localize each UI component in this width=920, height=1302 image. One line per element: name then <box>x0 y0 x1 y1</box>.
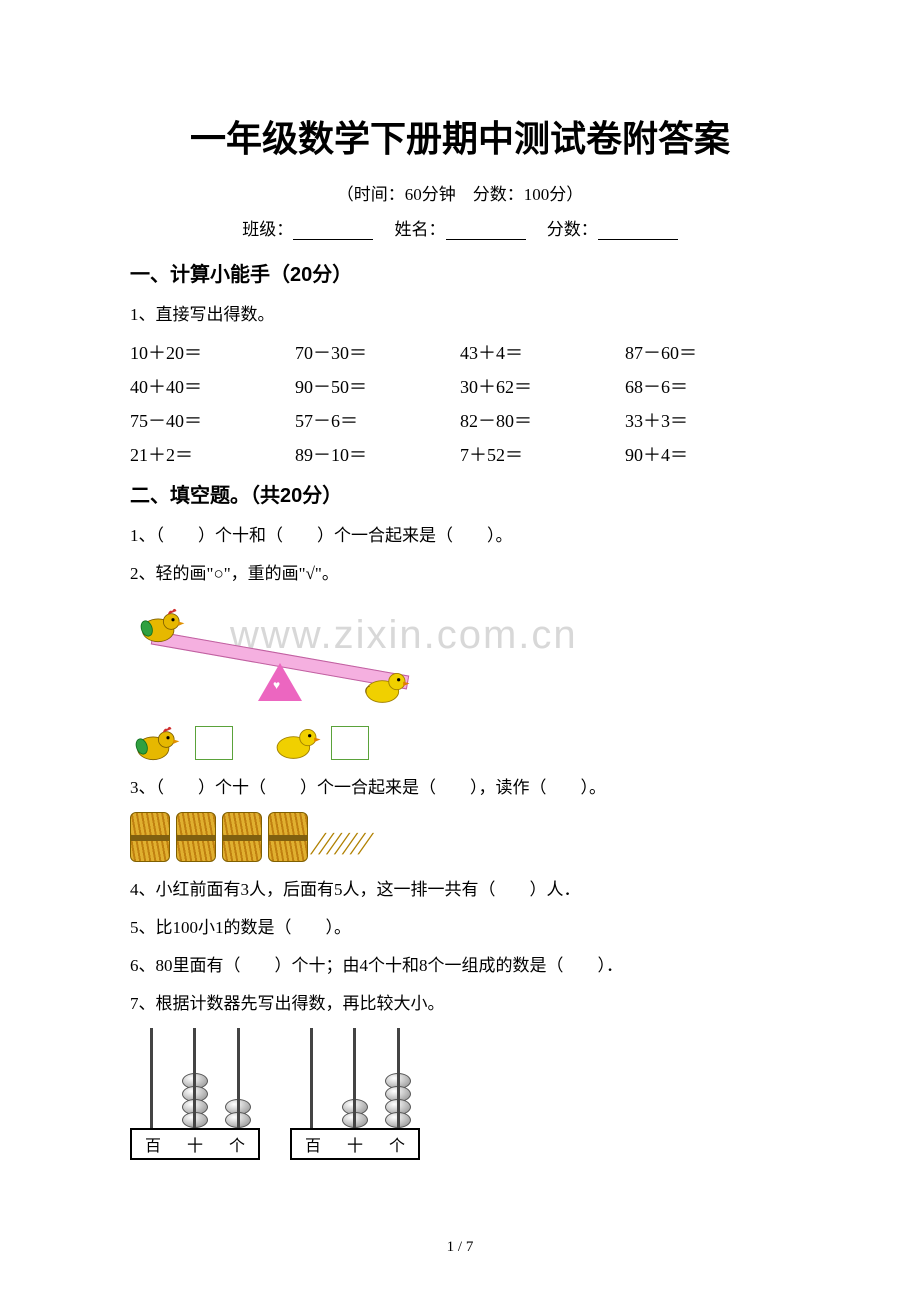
section2-q7: 7、根据计数器先写出得数，再比较大小。 <box>130 990 790 1018</box>
stick-bundle <box>130 812 170 862</box>
abacus-base: 百 十 个 <box>130 1128 260 1160</box>
calc-cell: 10＋20＝ <box>130 339 295 365</box>
calc-cell: 82－80＝ <box>460 407 625 433</box>
answer-box-duck <box>331 726 369 760</box>
class-label: 班级： <box>242 220 293 239</box>
abacus-rod-hundreds <box>138 1028 166 1128</box>
page-title: 一年级数学下册期中测试卷附答案 <box>130 110 790 162</box>
abacus-row: 百 十 个 百 十 个 <box>130 1028 790 1160</box>
answer-box-chicken <box>195 726 233 760</box>
abacus-rod-ones <box>224 1028 252 1128</box>
section2-q5: 5、比100小1的数是（ ）。 <box>130 914 790 942</box>
duck-icon <box>273 724 321 762</box>
calc-cell: 57－6＝ <box>295 407 460 433</box>
abacus-label: 百 <box>145 1132 161 1156</box>
calc-cell: 30＋62＝ <box>460 373 625 399</box>
calc-cell: 43＋4＝ <box>460 339 625 365</box>
abacus-rod-ones <box>384 1028 412 1128</box>
calc-cell: 33＋3＝ <box>625 407 790 433</box>
section2-q6: 6、80里面有（ ）个十；由4个十和8个一组成的数是（ ）． <box>130 952 790 980</box>
calc-cell: 68－6＝ <box>625 373 790 399</box>
calc-grid: 10＋20＝ 70－30＝ 43＋4＝ 87－60＝ 40＋40＝ 90－50＝… <box>130 339 790 467</box>
calc-cell: 21＋2＝ <box>130 441 295 467</box>
calc-cell: 40＋40＝ <box>130 373 295 399</box>
name-label: 姓名： <box>395 220 446 239</box>
abacus-label: 十 <box>347 1132 363 1156</box>
abacus-rod-tens <box>181 1028 209 1128</box>
calc-cell: 90＋4＝ <box>625 441 790 467</box>
section2-q1: 1、（ ）个十和（ ）个一合起来是（ ）。 <box>130 522 790 550</box>
sticks-illustration: /////// <box>130 812 790 862</box>
calc-cell: 89－10＝ <box>295 441 460 467</box>
stick-bundle <box>268 812 308 862</box>
stick-bundle <box>222 812 262 862</box>
calc-cell: 75－40＝ <box>130 407 295 433</box>
section2-q4: 4、小红前面有3人，后面有5人，这一排一共有（ ）人． <box>130 876 790 904</box>
calc-cell: 87－60＝ <box>625 339 790 365</box>
chicken-icon <box>135 604 190 646</box>
abacus-label: 百 <box>305 1132 321 1156</box>
calc-cell: 7＋52＝ <box>460 441 625 467</box>
subtitle: （时间：60分钟 分数：100分） <box>130 180 790 205</box>
student-form-line: 班级： 姓名： 分数： <box>130 215 790 240</box>
abacus-a: 百 十 个 <box>130 1028 260 1160</box>
heart-icon: ♥ <box>273 678 280 693</box>
section2-q2: 2、轻的画"○"，重的画"√"。 <box>130 560 790 588</box>
name-blank <box>446 224 526 240</box>
abacus-label: 十 <box>187 1132 203 1156</box>
class-blank <box>293 224 373 240</box>
duck-icon <box>362 668 410 706</box>
stick-bundle <box>176 812 216 862</box>
section1-q1: 1、直接写出得数。 <box>130 301 790 329</box>
chicken-icon <box>130 722 185 764</box>
calc-cell: 70－30＝ <box>295 339 460 365</box>
section2-head: 二、填空题。（共20分） <box>130 479 790 508</box>
calc-cell: 90－50＝ <box>295 373 460 399</box>
answer-boxes-row <box>130 722 790 764</box>
section1-head: 一、计算小能手（20分） <box>130 258 790 287</box>
single-sticks: /////// <box>307 825 376 862</box>
abacus-base: 百 十 个 <box>290 1128 420 1160</box>
page-number: 1 / 7 <box>0 1239 920 1256</box>
seesaw-illustration: ♥ <box>130 598 430 718</box>
abacus-b: 百 十 个 <box>290 1028 420 1160</box>
abacus-rod-tens <box>341 1028 369 1128</box>
abacus-label: 个 <box>229 1132 245 1156</box>
section2-q3: 3、（ ）个十（ ）个一合起来是（ ），读作（ ）。 <box>130 774 790 802</box>
score-blank <box>598 224 678 240</box>
score-label: 分数： <box>547 220 598 239</box>
abacus-label: 个 <box>389 1132 405 1156</box>
abacus-rod-hundreds <box>298 1028 326 1128</box>
